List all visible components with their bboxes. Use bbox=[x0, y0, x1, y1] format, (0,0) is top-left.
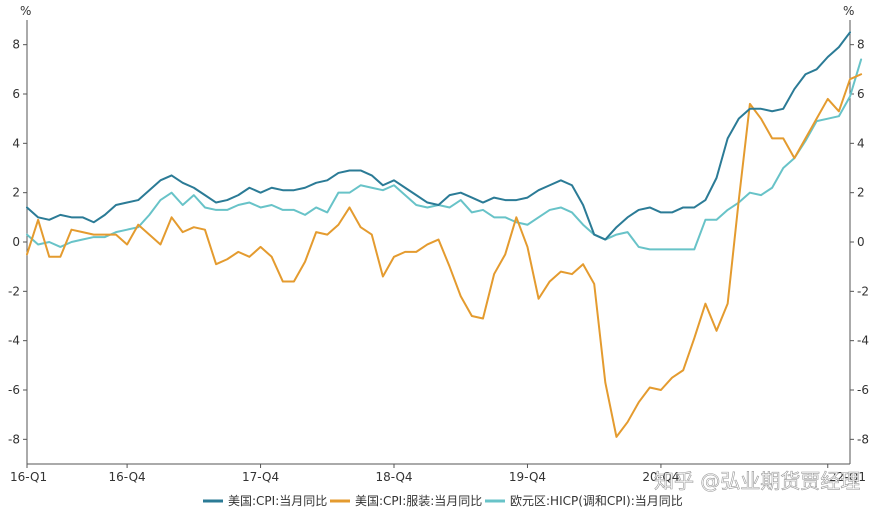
x-tick-label: 16-Q4 bbox=[109, 470, 146, 484]
right-y-tick-label: 6 bbox=[857, 87, 865, 101]
left-y-tick-label: 0 bbox=[12, 235, 20, 249]
left-y-tick-label: -4 bbox=[8, 334, 20, 348]
legend-label-2: 欧元区:HICP(调和CPI):当月同比 bbox=[510, 494, 683, 508]
x-tick-label: 22-Q1 bbox=[829, 470, 866, 484]
x-axis: 16-Q1 16-Q4 17-Q4 18-Q4 19-Q4 20-Q4 22-Q1 bbox=[10, 463, 866, 484]
right-y-tick-label: -8 bbox=[857, 432, 869, 446]
legend-label-0: 美国:CPI:当月同比 bbox=[228, 494, 327, 508]
x-tick-label: 19-Q4 bbox=[509, 470, 546, 484]
right-unit-label: % bbox=[843, 4, 854, 18]
legend-label-1: 美国:CPI:服装:当月同比 bbox=[355, 494, 482, 508]
series-line-1 bbox=[26, 73, 863, 438]
right-y-tick-label: 0 bbox=[857, 235, 865, 249]
right-y-tick-label: 8 bbox=[857, 38, 865, 52]
left-y-axis: -8 -6 -4 -2 0 2 4 6 8 bbox=[8, 20, 28, 464]
left-y-tick-label: -8 bbox=[8, 432, 20, 446]
right-y-tick-label: -6 bbox=[857, 383, 869, 397]
left-y-tick-label: 6 bbox=[12, 87, 20, 101]
series-layer bbox=[26, 31, 863, 438]
x-tick-label: 17-Q4 bbox=[242, 470, 279, 484]
right-y-tick-label: 4 bbox=[857, 136, 865, 150]
x-tick-label: 20-Q4 bbox=[642, 470, 679, 484]
left-y-tick-label: -6 bbox=[8, 383, 20, 397]
series-line-0 bbox=[26, 31, 851, 241]
watermark-text: 知乎 @弘业期货贾经理 bbox=[654, 469, 860, 493]
x-tick-label: 18-Q4 bbox=[375, 470, 412, 484]
legend: 美国:CPI:当月同比 美国:CPI:服装:当月同比 欧元区:HICP(调和CPI)… bbox=[203, 494, 683, 508]
right-y-tick-label: 2 bbox=[857, 186, 865, 200]
x-tick-label: 16-Q1 bbox=[10, 470, 47, 484]
left-y-tick-label: 2 bbox=[12, 186, 20, 200]
left-unit-label: % bbox=[20, 4, 31, 18]
left-y-tick-label: -2 bbox=[8, 284, 20, 298]
right-y-tick-label: -4 bbox=[857, 334, 869, 348]
left-y-tick-label: 4 bbox=[12, 136, 20, 150]
left-y-tick-label: 8 bbox=[12, 38, 20, 52]
series-line-2 bbox=[26, 58, 863, 251]
right-y-tick-label: -2 bbox=[857, 284, 869, 298]
